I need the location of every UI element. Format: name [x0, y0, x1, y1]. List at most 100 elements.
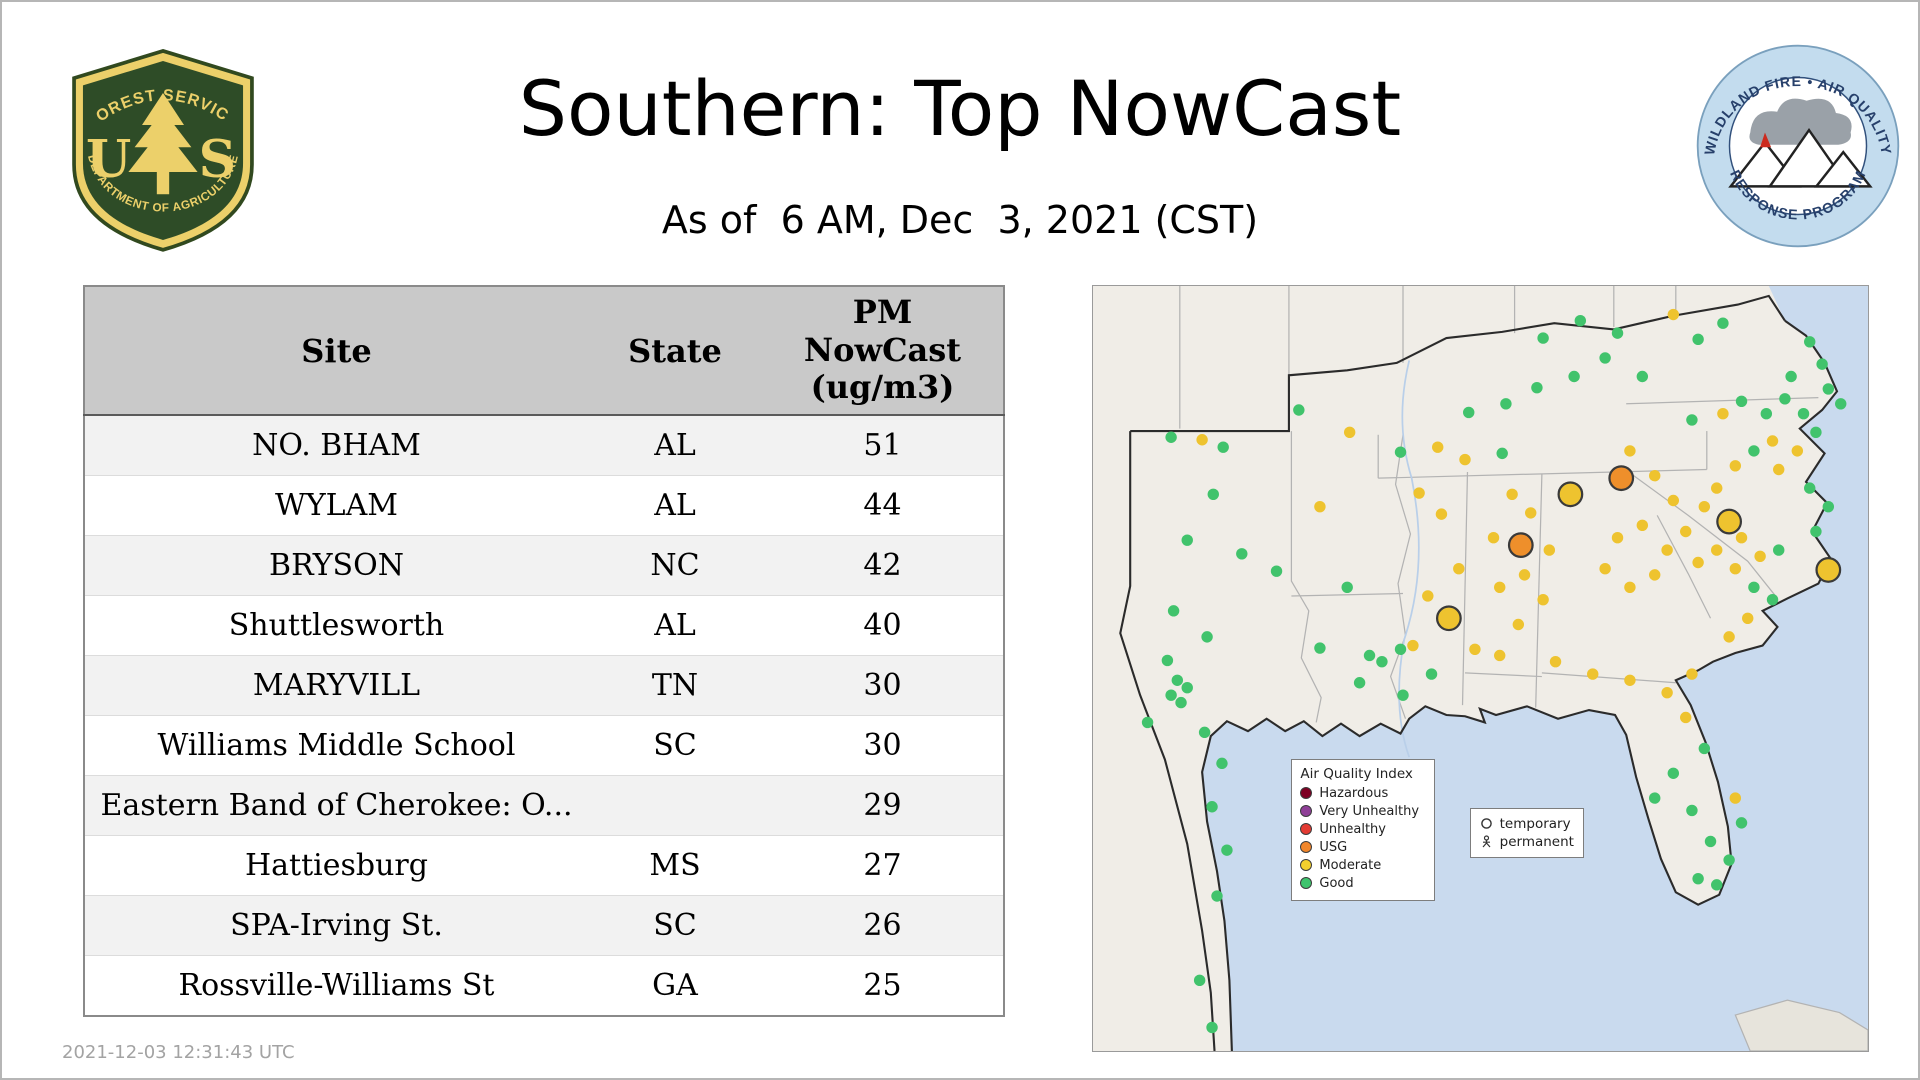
- monitor-dot-moderate: [1435, 508, 1448, 520]
- monitor-dot-good: [1779, 393, 1791, 405]
- state-cell: SC: [588, 715, 762, 776]
- aqi-legend-title: Air Quality Index: [1300, 765, 1413, 782]
- aqi-legend-label: USG: [1319, 839, 1348, 855]
- monitor-dot-good: [1611, 327, 1624, 339]
- aqi-legend-label: Unhealthy: [1319, 821, 1386, 837]
- monitor-dot-moderate: [1494, 581, 1506, 593]
- monitor-dot-good: [1165, 431, 1177, 443]
- monitor-dot-moderate: [1667, 494, 1680, 507]
- table-row: BRYSON NC 42: [84, 535, 1004, 596]
- aqi-legend-item: Good: [1300, 876, 1425, 891]
- value-cell: 25: [762, 955, 1004, 1016]
- col-header-site: Site: [84, 286, 588, 416]
- smoke-cloud-icon: [1749, 98, 1852, 145]
- monitor-dot-good: [1649, 792, 1661, 804]
- page-subtitle: As of 6 AM, Dec 3, 2021 (CST): [661, 198, 1259, 242]
- monitor-dot-good: [1711, 879, 1723, 891]
- monitor-dot-good: [1810, 426, 1822, 439]
- site-cell: Williams Middle School: [84, 715, 588, 776]
- monitor-dot-moderate: [1525, 507, 1537, 519]
- monitor-dot-moderate: [1791, 445, 1804, 457]
- state-cell: AL: [588, 414, 762, 476]
- monitor-dot-good: [1175, 696, 1187, 709]
- monitor-dot-good: [1171, 674, 1184, 686]
- monitor-dot-good: [1181, 534, 1193, 546]
- monitor-dot-moderate: [1636, 519, 1649, 531]
- monitor-dot-good: [1353, 677, 1366, 689]
- monitor-dot-good: [1735, 817, 1748, 829]
- monitor-dot-moderate: [1343, 426, 1356, 439]
- value-cell: 27: [762, 835, 1004, 896]
- aqi-color-swatch: [1300, 859, 1313, 872]
- monitor-dot-good: [1270, 565, 1283, 577]
- monitor-dot-good: [1531, 381, 1543, 394]
- aqi-color-swatch: [1300, 841, 1313, 854]
- site-cell: Eastern Band of Cherokee: O...: [84, 775, 588, 836]
- monitor-dot-good: [1773, 544, 1785, 556]
- aqi-legend-label: Hazardous: [1319, 785, 1389, 801]
- aqi-map: Air Quality Index Hazardous Very Unhealth…: [1092, 285, 1869, 1052]
- monitor-dot-good: [1804, 336, 1816, 348]
- monitor-dot-moderate: [1729, 460, 1742, 472]
- monitor-dot-moderate: [1742, 612, 1754, 624]
- monitor-dot-good: [1181, 682, 1193, 694]
- value-cell: 44: [762, 475, 1004, 536]
- value-cell: 30: [762, 655, 1004, 716]
- table-body: NO. BHAM AL 51 WYLAM AL 44 BRYSON NC 42 Shuttlesw…: [84, 414, 1004, 1016]
- monitor-dot-good: [1463, 406, 1475, 419]
- col-header-state: State: [588, 286, 762, 416]
- monitor-dot-moderate: [1506, 488, 1518, 501]
- monitor-dot-moderate: [1754, 550, 1766, 562]
- monitor-dot-moderate: [1537, 593, 1549, 606]
- monitor-dot-moderate: [1587, 668, 1599, 680]
- monitor-dot-good: [1206, 1021, 1218, 1034]
- legend-row-temporary: temporary: [1480, 816, 1574, 832]
- table-row: SPA-Irving St. SC 26: [84, 895, 1004, 956]
- monitor-dot-good: [1692, 872, 1704, 885]
- monitor-dot-good: [1293, 404, 1305, 416]
- aqi-legend-item: Very Unhealthy: [1300, 804, 1425, 819]
- table-row: Williams Middle School SC 30: [84, 715, 1004, 776]
- monitor-dot-good: [1568, 370, 1580, 383]
- legend-label-permanent: permanent: [1499, 833, 1574, 850]
- site-cell: BRYSON: [84, 535, 588, 596]
- monitor-dots: [1141, 308, 1847, 1034]
- flame-icon: [1760, 132, 1772, 148]
- cuba-land: [1734, 999, 1868, 1051]
- region-outline: [1119, 294, 1839, 1051]
- value-cell: 40: [762, 595, 1004, 656]
- monitor-dot-good: [1692, 333, 1704, 346]
- monitor-dot-good: [1686, 804, 1698, 817]
- monitor-dot-good: [1376, 655, 1388, 668]
- site-cell: Rossville-Williams St: [84, 955, 588, 1016]
- table-row: MARYVILL TN 30: [84, 655, 1004, 716]
- monitor-dot-good: [1748, 581, 1760, 593]
- monitor-dot-moderate: [1680, 711, 1692, 724]
- usfs-tree-icon: [128, 92, 198, 195]
- monitor-dot-good: [1735, 395, 1748, 408]
- legend-label-temporary: temporary: [1499, 815, 1571, 832]
- monitor-dot-moderate: [1729, 562, 1742, 575]
- monitor-big-dots: [1435, 465, 1842, 632]
- site-cell: SPA-Irving St.: [84, 895, 588, 956]
- monitor-marker-usg: [1507, 532, 1534, 559]
- monitor-dot-good: [1667, 767, 1680, 779]
- monitor-dot-moderate: [1422, 590, 1434, 602]
- monitor-dot-good: [1216, 757, 1228, 770]
- monitor-dot-good: [1748, 445, 1760, 457]
- monitor-dot-moderate: [1549, 655, 1562, 668]
- legend-row-permanent: permanent: [1480, 834, 1574, 850]
- monitor-dot-good: [1207, 488, 1219, 501]
- monitor-dot-good: [1797, 408, 1810, 420]
- aqi-legend-item: Moderate: [1300, 858, 1425, 873]
- monitor-dot-good: [1206, 801, 1218, 813]
- monitor-dot-good: [1766, 593, 1779, 606]
- aqi-color-swatch: [1300, 787, 1313, 800]
- aqi-color-swatch: [1300, 823, 1313, 836]
- generation-timestamp: 2021-12-03 12:31:43 UTC: [62, 1042, 295, 1063]
- monitor-dot-good: [1211, 890, 1223, 902]
- table-header-row: Site State PM NowCast (ug/m3): [84, 286, 1004, 416]
- state-cell: AL: [588, 595, 762, 656]
- monitor-dot-moderate: [1494, 649, 1506, 662]
